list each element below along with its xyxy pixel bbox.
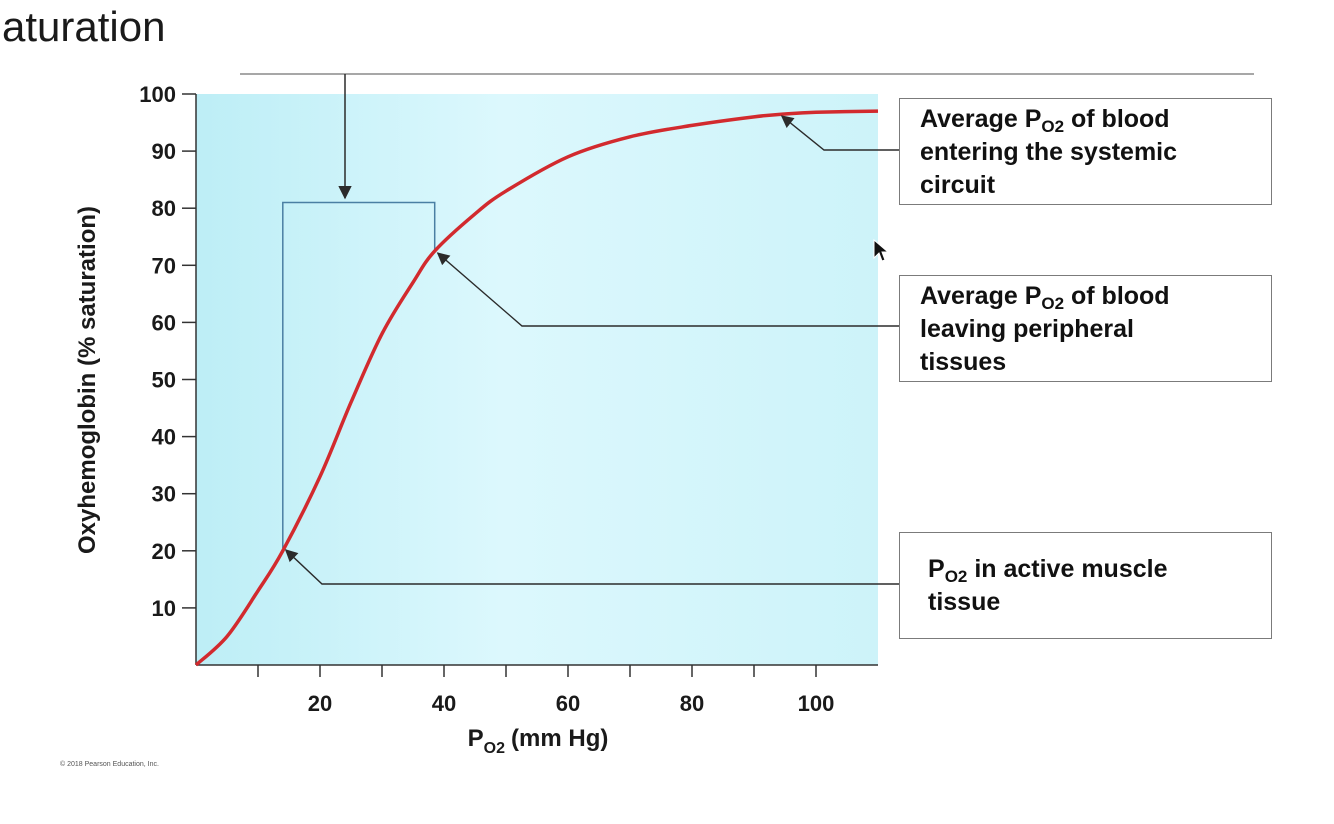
slide-title: aturation	[2, 3, 166, 50]
x-tick-label: 60	[556, 691, 580, 716]
y-tick-label: 80	[152, 196, 176, 221]
y-tick-label: 40	[152, 425, 176, 450]
plot-area	[196, 94, 878, 665]
copyright-notice: © 2018 Pearson Education, Inc.	[60, 761, 159, 768]
y-axis-title: Oxyhemoglobin (% saturation)	[74, 206, 101, 554]
y-tick-label: 20	[152, 539, 176, 564]
leader-peripheral	[436, 252, 899, 327]
leader-muscle	[284, 549, 899, 585]
y-tick-label: 50	[152, 368, 176, 393]
ticks	[182, 93, 817, 677]
x-tick-label: 20	[308, 691, 332, 716]
y-tick-label: 30	[152, 482, 176, 507]
x-tick-label: 40	[432, 691, 456, 716]
y-tick-label: 70	[152, 253, 176, 278]
y-tick-label: 10	[152, 596, 176, 621]
x-tick-label: 80	[680, 691, 704, 716]
callout-muscle: PO2 in active muscle tissue	[899, 532, 1272, 639]
y-tick-label: 100	[139, 82, 176, 107]
tick-labels: 100 90 80 70 60 50 40 30 20 10 20 40 60 80 100	[139, 82, 834, 716]
leader-systemic	[780, 115, 899, 151]
callout-systemic: Average PO2 of blood entering the system…	[899, 98, 1272, 205]
dissociation-curve	[194, 109, 879, 667]
y-tick-label: 60	[152, 310, 176, 335]
x-tick-label: 100	[798, 691, 835, 716]
callout-peripheral: Average PO2 of blood leaving peripheral …	[899, 275, 1272, 382]
mouse-cursor-icon	[873, 238, 890, 262]
bracket-box	[282, 201, 436, 548]
x-axis-title: PO2 (mm Hg)	[468, 725, 609, 757]
callout-leaders	[284, 115, 899, 585]
y-tick-label: 90	[152, 139, 176, 164]
